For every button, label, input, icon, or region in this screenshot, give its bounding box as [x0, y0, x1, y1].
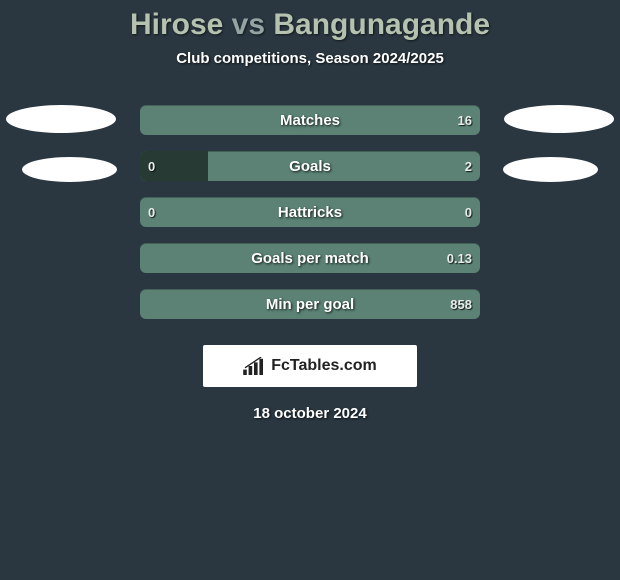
player1-avatar-top	[6, 105, 116, 133]
stat-val-right: 2	[465, 151, 472, 181]
stat-label: Hattricks	[140, 197, 480, 227]
stat-label: Goals	[140, 151, 480, 181]
subtitle: Club competitions, Season 2024/2025	[0, 50, 620, 67]
title-vs: vs	[232, 8, 265, 41]
stat-val-right: 0.13	[447, 243, 472, 273]
logo-box[interactable]: FcTables.com	[203, 345, 417, 387]
stat-val-right: 858	[450, 289, 472, 319]
comparison-content: Matches 16 0 Goals 2 0 Hattricks 0 Goals…	[0, 105, 620, 335]
page-title: Hirose vs Bangunagande	[0, 0, 620, 42]
stat-bars: Matches 16 0 Goals 2 0 Hattricks 0 Goals…	[140, 105, 480, 335]
stat-val-right: 0	[465, 197, 472, 227]
stat-label: Goals per match	[140, 243, 480, 273]
date-text: 18 october 2024	[0, 405, 620, 422]
player1-avatar-bottom	[22, 157, 117, 182]
stat-row-goals: 0 Goals 2	[140, 151, 480, 181]
logo-text: FcTables.com	[271, 357, 377, 375]
stat-label: Matches	[140, 105, 480, 135]
title-player1: Hirose	[130, 8, 223, 41]
stat-row-hattricks: 0 Hattricks 0	[140, 197, 480, 227]
stat-label: Min per goal	[140, 289, 480, 319]
stat-row-min-per-goal: Min per goal 858	[140, 289, 480, 319]
player2-avatar-top	[504, 105, 614, 133]
chart-icon	[243, 357, 265, 375]
stat-row-matches: Matches 16	[140, 105, 480, 135]
player2-avatar-bottom	[503, 157, 598, 182]
title-player2: Bangunagande	[273, 8, 490, 41]
stat-val-right: 16	[458, 105, 472, 135]
stat-row-goals-per-match: Goals per match 0.13	[140, 243, 480, 273]
